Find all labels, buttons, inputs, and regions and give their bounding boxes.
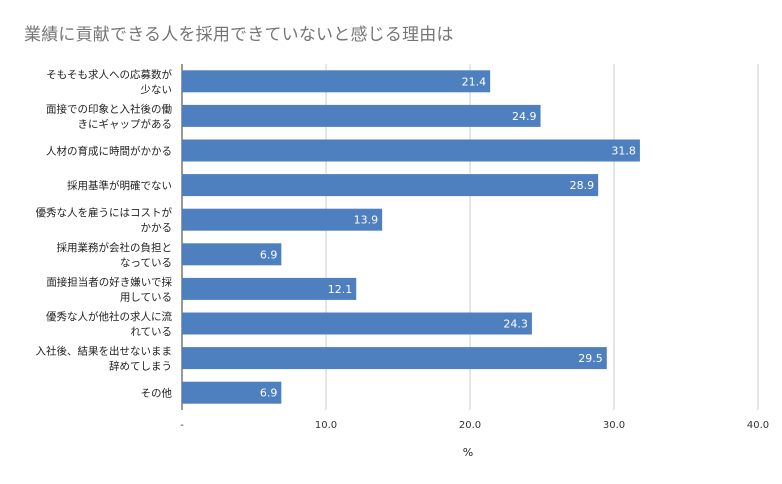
data-label: 24.3 xyxy=(503,318,528,331)
data-label: 12.1 xyxy=(328,283,353,296)
category-label: 採用業務が会社の負担と xyxy=(57,241,173,254)
data-label: 29.5 xyxy=(578,352,603,365)
data-label: 31.8 xyxy=(611,145,636,158)
category-label: 優秀な人が他社の求人に流 xyxy=(46,310,172,323)
category-label: 人材の育成に時間がかかる xyxy=(46,145,172,158)
category-label: 面接での印象と入社後の働 xyxy=(46,102,172,115)
category-label: なっている xyxy=(120,257,172,269)
bar xyxy=(182,174,599,197)
data-label: 21.4 xyxy=(462,75,487,88)
data-label: 6.9 xyxy=(260,248,278,261)
category-label: 優秀な人を雇うにはコストが xyxy=(36,206,173,219)
category-label: きにギャップがある xyxy=(78,117,173,130)
data-label: 24.9 xyxy=(512,110,537,123)
bar xyxy=(182,277,357,300)
category-label: 少ない xyxy=(141,84,173,96)
data-label: 6.9 xyxy=(260,387,278,400)
x-tick-label: 40.0 xyxy=(747,420,769,431)
chart-title: 業績に貢献できる人を採用できていないと感じる理由は xyxy=(24,25,454,45)
data-label: 28.9 xyxy=(570,179,595,192)
category-label: 採用基準が明確でない xyxy=(67,179,172,192)
category-label: 入社後、結果を出せないまま xyxy=(36,345,173,358)
bar xyxy=(182,104,541,127)
bar xyxy=(182,70,491,93)
bar xyxy=(182,243,282,266)
category-label: そもそも求人への応募数が xyxy=(46,68,172,81)
category-label: 用している xyxy=(120,291,172,303)
x-axis-title: % xyxy=(463,446,473,459)
x-tick-label: 20.0 xyxy=(459,420,481,431)
bar xyxy=(182,347,607,370)
bar xyxy=(182,208,383,231)
x-tick-label: 10.0 xyxy=(315,420,337,431)
category-label: 辞めてしまう xyxy=(109,360,172,373)
x-tick-label: 30.0 xyxy=(603,420,625,431)
category-label: かかる xyxy=(141,222,173,234)
bar xyxy=(182,312,532,335)
data-label: 13.9 xyxy=(354,214,379,227)
bar xyxy=(182,139,640,162)
category-label: その他 xyxy=(141,387,173,400)
bar xyxy=(182,381,282,404)
category-label: れている xyxy=(130,326,172,338)
category-label: 面接担当者の好き嫌いで採 xyxy=(46,275,172,288)
x-tick-label: - xyxy=(180,420,184,431)
